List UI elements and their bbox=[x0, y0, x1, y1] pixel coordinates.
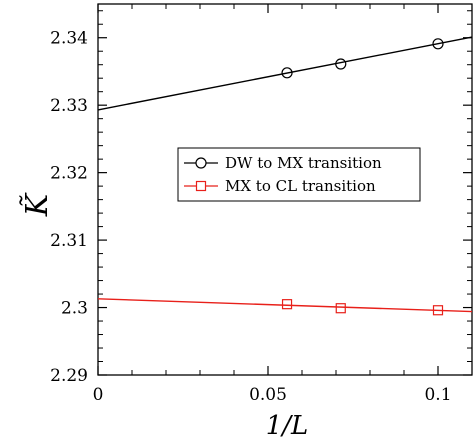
x-axis-title: 1/L bbox=[266, 411, 309, 441]
y-tick-label: 2.32 bbox=[50, 164, 88, 184]
data-point bbox=[281, 67, 293, 79]
fit-line bbox=[97, 36, 473, 111]
x-tick-label: 0.1 bbox=[424, 385, 451, 405]
legend-marker bbox=[195, 157, 207, 169]
y-tick-label: 2.29 bbox=[50, 366, 88, 386]
data-point bbox=[432, 38, 444, 50]
legend-label: DW to MX transition bbox=[225, 154, 382, 172]
y-tick-label: 2.31 bbox=[50, 231, 88, 251]
y-tick-label: 2.34 bbox=[50, 29, 88, 49]
data-point bbox=[335, 58, 347, 70]
y-axis: 2.29 2.3 2.31 2.32 2.33 2.34 bbox=[50, 10, 472, 386]
plot-frame bbox=[97, 3, 473, 376]
legend: DW to MX transition MX to CL transition bbox=[177, 147, 421, 202]
x-axis: 0 0.05 0.1 bbox=[93, 4, 473, 405]
y-tick-label: 2.3 bbox=[61, 299, 88, 319]
x-tick-label: 0 bbox=[93, 385, 104, 405]
data-point bbox=[281, 299, 293, 310]
plot-area bbox=[97, 3, 473, 376]
y-tick-label: 2.33 bbox=[50, 96, 88, 116]
data-point bbox=[432, 305, 444, 316]
legend-label: MX to CL transition bbox=[225, 177, 376, 195]
data-point bbox=[335, 303, 346, 314]
fit-line bbox=[97, 298, 473, 313]
y-axis-title: K̃ bbox=[20, 192, 55, 217]
legend-box bbox=[177, 147, 421, 202]
legend-marker bbox=[195, 180, 207, 192]
x-tick-label: 0.05 bbox=[249, 385, 287, 405]
